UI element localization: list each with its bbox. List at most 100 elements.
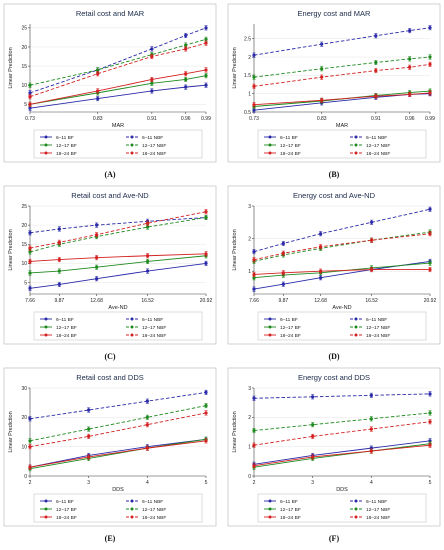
x-axis-label: Ave-ND [332,305,351,311]
data-point [150,47,154,51]
data-point [408,29,412,33]
data-point [204,439,208,443]
data-point [369,393,373,397]
legend-label: 12–17 NBF [142,325,166,331]
legend-label: 6–11 BF [280,135,298,141]
series-1 [28,25,208,96]
x-tick-label: 2 [253,480,256,486]
legend-marker [130,507,134,511]
series-1 [252,206,432,255]
series-4 [252,90,432,108]
legend-label: 18–24 NBF [142,333,166,339]
data-point [204,252,208,256]
legend-marker [268,325,272,329]
x-tick-label: 0.91 [147,116,157,122]
data-point [319,269,323,273]
data-point [96,72,100,76]
y-axis-label: Linear Prediction [8,47,14,88]
y-tick-label: 10 [21,83,27,89]
x-tick-label: 0.99 [425,116,435,122]
legend-label: 12–17 NBF [142,143,166,149]
y-axis-label: Linear Prediction [232,411,238,452]
data-point [369,220,374,224]
legend-marker [354,515,358,519]
y-tick-label: 3 [248,204,251,210]
series-0 [28,260,208,291]
series-5 [252,231,432,263]
data-point [369,238,374,242]
data-point [320,98,324,102]
data-point [252,108,256,112]
legend-marker [44,143,48,147]
chart-title: Energy cost and MAR [298,9,372,18]
data-point [408,57,412,61]
legend-marker [44,515,48,519]
x-tick-label: 0.73 [249,116,259,122]
data-point [374,34,378,38]
series-line [253,393,431,399]
data-point [428,207,432,211]
legend-marker [130,333,134,337]
data-point [428,91,432,95]
data-point [145,259,150,264]
data-point [311,434,315,438]
data-point [252,443,256,447]
legend-marker [130,143,134,147]
series-4 [252,442,432,469]
chart-panel: Energy cost and MAR 0.5 1 1.5 2 2.5 0.73 0.83 0.… [227,3,441,179]
legend-label: 12–17 BF [280,143,301,149]
y-axis-label: Linear Prediction [8,229,14,270]
legend-marker [268,135,272,139]
data-point [408,65,412,69]
legend-label: 12–17 BF [280,507,301,513]
series-3 [252,54,432,80]
legend-label: 6–11 NBF [366,499,387,505]
legend-marker [44,325,48,329]
legend-marker [130,317,134,321]
legend-marker [268,499,272,503]
legend-label: 12–17 BF [56,143,77,149]
data-point [28,106,32,110]
series-5 [252,419,432,448]
legend: 6–11 BF 6–11 NBF 12–17 BF 12–17 NBF 18–24 BF… [33,493,203,523]
data-point [320,75,324,79]
y-tick-label: 2 [248,55,251,61]
chart-title: Retail cost and MAR [76,9,145,18]
series-4 [28,251,208,264]
legend-label: 6–11 NBF [142,499,163,505]
legend-label: 18–24 BF [280,515,301,521]
legend-box [33,311,203,341]
data-point [57,240,61,244]
chart-panel: Retail cost and DDS 0 10 20 30 2 3 4 5 DDS Linear … [3,367,217,543]
data-point [87,455,91,459]
x-tick-label: 5 [205,480,208,486]
y-tick-label: 1 [248,91,251,97]
data-point [428,62,432,66]
x-axis-label: MAR [112,123,124,129]
legend-marker [268,151,272,155]
data-point [374,68,378,73]
data-point [319,232,323,236]
legend-label: 12–17 BF [56,325,77,331]
series-line [29,391,207,420]
data-point [369,449,373,453]
y-tick-label: 15 [21,64,27,70]
data-point [145,399,149,403]
data-point [184,43,188,47]
x-tick-label: 0.96 [181,116,191,122]
data-point [204,68,208,72]
data-point [145,446,149,450]
data-point [184,85,188,89]
panel-caption: (E) [105,534,116,543]
legend-label: 6–11 BF [56,499,74,505]
legend-label: 18–24 NBF [366,333,390,339]
data-point [281,251,285,255]
data-point [28,102,32,106]
y-tick-label: 20 [21,45,27,51]
data-point [57,257,61,262]
data-point [369,417,373,421]
data-point [28,95,32,99]
legend-label: 12–17 NBF [142,507,166,513]
legend: 6–11 BF 6–11 NBF 12–17 BF 12–17 NBF 18–24 BF… [257,311,427,341]
series-4 [28,438,208,470]
